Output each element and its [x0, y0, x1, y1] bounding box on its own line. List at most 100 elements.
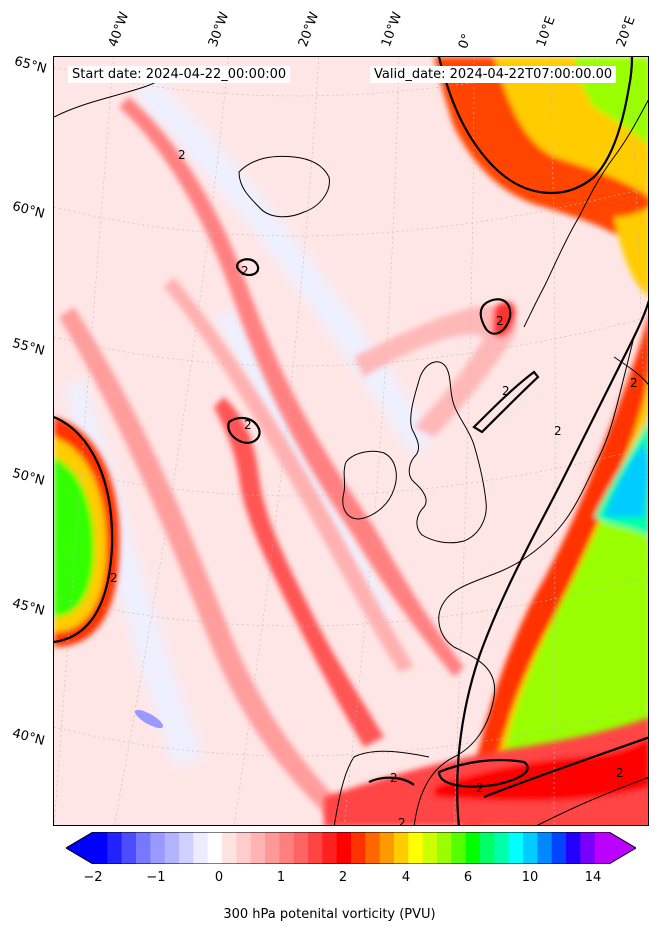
colorbar-tick: 10 [521, 870, 539, 885]
contour-label: 2 [390, 771, 398, 785]
colorbar-swatch [193, 832, 209, 864]
lon-label-20w: 20°W [295, 10, 323, 49]
lat-label-65n: 65°N [12, 54, 49, 77]
contour-label: 2 [241, 264, 249, 278]
colorbar [66, 832, 636, 864]
contour-label: 2 [476, 781, 484, 795]
lon-label-20e: 20°E [613, 14, 639, 50]
colorbar-swatch [351, 832, 366, 864]
colorbar-swatch [107, 832, 123, 864]
colorbar-tick: 4 [401, 870, 411, 885]
lon-label-30w: 30°W [205, 10, 233, 49]
colorbar-swatch [265, 832, 280, 864]
colorbar-extend-min [66, 832, 93, 864]
contour-labels: 2 2 2 2 2 2 2 2 2 2 2 2 [110, 148, 638, 826]
africa-coast [536, 777, 648, 825]
britain-coast [408, 361, 487, 544]
colorbar-swatch [508, 832, 524, 864]
map-panel[interactable]: 2 2 2 2 2 2 2 2 2 2 2 2 [53, 56, 649, 826]
colorbar-swatch [537, 832, 553, 864]
contour-label: 2 [502, 384, 510, 398]
colorbar-swatch [222, 832, 237, 864]
colorbar-swatch [93, 832, 108, 864]
contour-loop-1 [479, 298, 512, 335]
negative-pv-spot [134, 709, 164, 729]
colorbar-tick: 6 [463, 870, 473, 885]
iceland-coast [238, 155, 330, 218]
europe-coast [413, 336, 635, 825]
contour-south-3 [483, 736, 648, 799]
lat-label-60n: 60°N [10, 199, 47, 222]
colorbar-swatch [179, 832, 194, 864]
contour-west [54, 415, 114, 644]
colorbar-swatch [250, 832, 266, 864]
colorbar-swatch [566, 832, 581, 864]
colorbar-swatch [465, 832, 481, 864]
contour-label: 2 [630, 376, 638, 390]
colorbar-swatch [451, 832, 467, 864]
colorbar-tick: 0 [214, 870, 224, 885]
start-date-label: Start date: 2024-04-22_00:00:00 [68, 66, 291, 83]
colorbar-swatch [136, 832, 151, 864]
high-pv-east [464, 316, 648, 825]
pv-field-map: 2 2 2 2 2 2 2 2 2 2 2 2 [54, 57, 648, 826]
colorbar-label: 300 hPa potenital vorticity (PVU) [223, 907, 436, 922]
contour-label: 2 [244, 418, 252, 432]
colorbar-swatch [408, 832, 424, 864]
colorbar-swatch [150, 832, 166, 864]
pv-2-contours [54, 57, 648, 825]
lon-label-0: 0° [455, 31, 476, 51]
colorbar-tick: −1 [146, 870, 166, 885]
contour-loop-3 [236, 258, 260, 277]
colorbar-swatch [336, 832, 352, 864]
lat-label-50n: 50°N [10, 466, 47, 489]
lon-label-10e: 10°E [533, 14, 559, 50]
colorbar-swatch [523, 832, 538, 864]
colorbar-swatch [207, 832, 223, 864]
contour-bay [472, 370, 540, 434]
ireland-coast [342, 450, 397, 520]
lat-label-45n: 45°N [10, 596, 47, 619]
contour-south-2 [437, 758, 529, 788]
iberia-coast [333, 750, 430, 825]
valid-date-label: Valid_date: 2024-04-22T07:00:00.00 [370, 66, 617, 83]
contour-south-1 [368, 776, 415, 786]
contour-label: 2 [110, 571, 118, 585]
colorbar-swatch [594, 832, 610, 864]
colorbar-tick: 1 [276, 870, 286, 885]
contour-loop-2 [227, 416, 261, 444]
colorbar-swatch [121, 832, 137, 864]
lat-label-55n: 55°N [10, 336, 47, 359]
contour-label: 2 [554, 424, 562, 438]
colorbar-swatch [322, 832, 338, 864]
colorbar-tick: −2 [83, 870, 103, 885]
graticule [54, 57, 648, 825]
colorbar-swatch [480, 832, 495, 864]
colorbar-swatch [437, 832, 452, 864]
contour-label: 2 [616, 766, 624, 780]
colorbar-tick: 14 [584, 870, 602, 885]
colorbar-swatch [551, 832, 567, 864]
baltic-coast [613, 356, 648, 386]
contour-label: 2 [398, 816, 406, 826]
colorbar-swatch [236, 832, 252, 864]
colorbar-swatch [580, 832, 596, 864]
colorbar-tick: 2 [338, 870, 348, 885]
colorbar-swatch [394, 832, 409, 864]
scandinavia-coast [523, 99, 648, 328]
colorbar-swatch [164, 832, 180, 864]
colorbar-swatch [494, 832, 510, 864]
colorbar-swatch [379, 832, 395, 864]
lon-label-10w: 10°W [378, 10, 406, 49]
contour-label: 2 [178, 148, 186, 162]
contour-east [456, 299, 648, 825]
lat-label-40n: 40°N [10, 726, 47, 749]
contour-north [437, 57, 634, 195]
colorbar-swatch [308, 832, 323, 864]
colorbar-swatch [293, 832, 309, 864]
lon-label-40w: 40°W [105, 10, 133, 49]
colorbar-swatch [365, 832, 381, 864]
contour-label: 2 [496, 314, 504, 328]
colorbar-swatch [279, 832, 295, 864]
colorbar-extend-max [609, 832, 636, 864]
